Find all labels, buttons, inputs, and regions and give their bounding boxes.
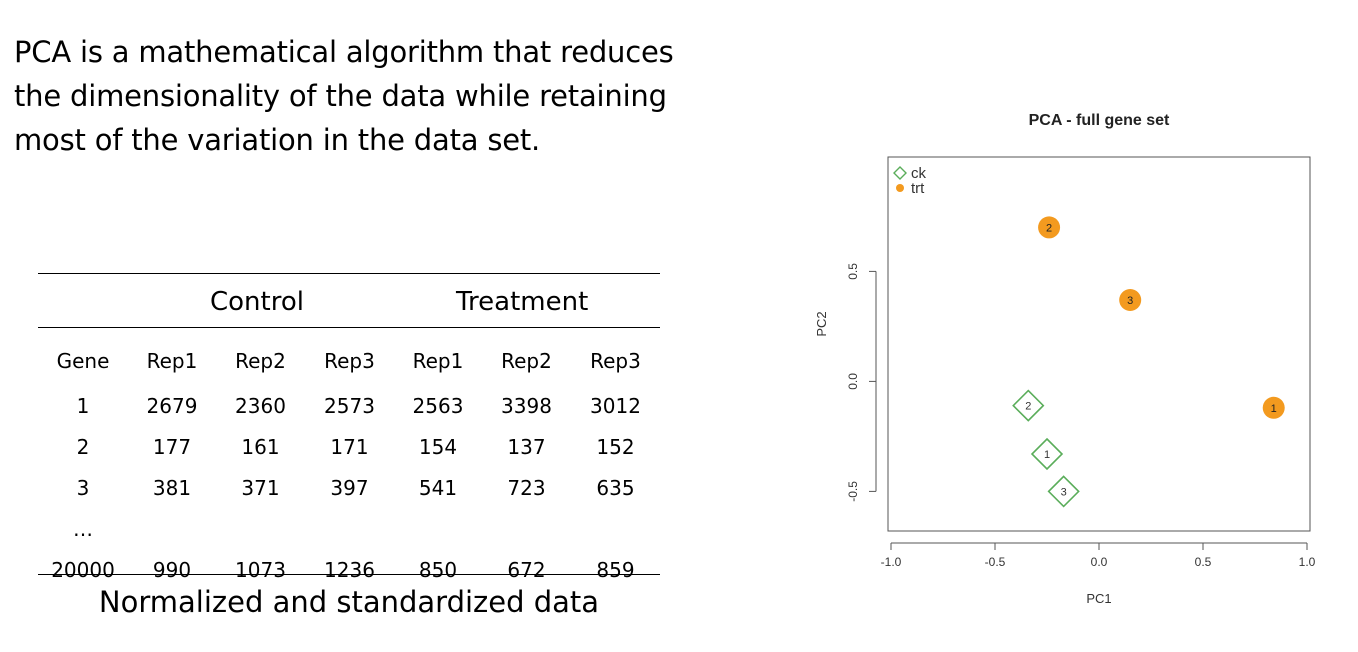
y-axis-label: PC2	[814, 311, 829, 336]
column-header: Gene	[56, 349, 110, 373]
trt-point-label: 3	[1127, 295, 1133, 307]
table-cell: 171	[330, 434, 369, 459]
table-cell: 3	[76, 475, 90, 500]
table-cell: 850	[418, 557, 458, 582]
legend-diamond-marker	[893, 166, 907, 180]
x-axis-label: PC1	[1086, 591, 1111, 606]
table-cell: 1236	[324, 557, 375, 582]
table-top-rule	[38, 273, 660, 274]
table-cell: 2	[76, 434, 90, 459]
table-cell: 635	[596, 475, 635, 500]
intro-text: PCA is a mathematical algorithm that red…	[14, 30, 734, 162]
table-row: 20000 990 1073 1236 850 672 859	[38, 549, 660, 590]
x-tick-label: -0.5	[985, 555, 1006, 569]
table-cell: 2573	[324, 393, 375, 418]
y-tick-label: -0.5	[846, 481, 860, 502]
table-group-rule	[38, 327, 660, 328]
x-tick-label: -1.0	[881, 555, 902, 569]
table-cell: 2360	[235, 393, 286, 418]
table-cell: 2563	[412, 393, 464, 418]
pca-chart: PCA - full gene set -1.0 -0.5 0.0 0.5 1.0 PC1 -…	[800, 95, 1350, 635]
table-cell: 161	[241, 434, 280, 459]
table-bottom-rule	[38, 574, 660, 575]
ck-point-marker	[1047, 475, 1080, 508]
legend-label: trt	[911, 180, 925, 197]
table-cell: 1	[76, 393, 90, 418]
y-tick-label: 0.0	[846, 373, 860, 390]
table-cell: 397	[330, 475, 369, 500]
x-tick-label: 0.0	[1091, 555, 1108, 569]
column-header: Rep1	[146, 349, 198, 373]
intro-line-3: most of the variation in the data set.	[14, 123, 541, 157]
column-header: Rep3	[324, 349, 375, 373]
table-cell	[216, 508, 305, 549]
table-row: 1 2679 2360 2573 2563 3398 3012	[38, 385, 660, 426]
table-cell: 20000	[51, 557, 115, 582]
table-cell: 371	[241, 475, 280, 500]
table-cell: 177	[152, 434, 192, 459]
table-cell: 859	[596, 557, 635, 582]
table-cell	[394, 508, 482, 549]
table-cell	[482, 508, 571, 549]
table-cell: 381	[152, 475, 192, 500]
table-cell	[128, 508, 216, 549]
x-tick-label: 0.5	[1195, 555, 1212, 569]
trt-point-marker	[1038, 216, 1061, 239]
legend-label: ck	[911, 165, 927, 182]
table-cell: 723	[507, 475, 546, 500]
ck-point-label: 2	[1025, 401, 1031, 413]
trt-point-marker	[1119, 289, 1142, 311]
column-header: Rep2	[501, 349, 552, 373]
table-caption: Normalized and standardized data	[98, 585, 600, 619]
table-cell: 1073	[235, 557, 286, 582]
table-cell: …	[73, 516, 93, 541]
table-cell: 3398	[501, 393, 552, 418]
table-row: 3 381 371 397 541 723 635	[38, 467, 660, 508]
column-header: Rep3	[590, 349, 641, 373]
ck-point-marker	[1030, 437, 1064, 471]
table-row: …	[38, 508, 660, 549]
group-label-control: Control	[210, 287, 304, 317]
data-table: Gene Rep1 Rep2 Rep3 Rep1 Rep2 Rep3 1 267…	[38, 337, 660, 590]
table-cell: 152	[596, 434, 635, 459]
intro-line-1: PCA is a mathematical algorithm that red…	[14, 35, 674, 69]
trt-point-label: 1	[1271, 403, 1277, 415]
table-cell: 137	[507, 434, 546, 459]
ck-point-label: 1	[1044, 449, 1050, 461]
intro-line-2: the dimensionality of the data while ret…	[14, 79, 667, 113]
x-tick-label: 1.0	[1299, 555, 1316, 569]
table-cell: 3012	[590, 393, 641, 418]
table-cell: 672	[507, 557, 546, 582]
table-row: 2 177 161 171 154 137 152	[38, 426, 660, 467]
column-header: Rep1	[412, 349, 464, 373]
table-cell: 154	[418, 434, 458, 459]
table-cell: 990	[152, 557, 192, 582]
table-cell: 541	[418, 475, 458, 500]
trt-point-marker	[1262, 396, 1285, 419]
chart-title: PCA - full gene set	[1029, 112, 1170, 129]
legend-circle-marker	[896, 184, 904, 192]
y-tick-label: 0.5	[846, 263, 860, 280]
column-header: Rep2	[235, 349, 286, 373]
trt-point-label: 2	[1046, 222, 1052, 234]
ck-point-marker	[1012, 389, 1045, 422]
table-cell	[571, 508, 660, 549]
table-cell	[305, 508, 394, 549]
table-header-row: Gene Rep1 Rep2 Rep3 Rep1 Rep2 Rep3	[38, 337, 660, 385]
pca-plot-svg: PCA - full gene set -1.0 -0.5 0.0 0.5 1.0 PC1 -…	[814, 112, 1316, 606]
plot-frame	[887, 156, 1311, 532]
ck-point-label: 3	[1061, 486, 1067, 498]
table-cell: 2679	[146, 393, 198, 418]
group-label-treatment: Treatment	[456, 287, 589, 317]
